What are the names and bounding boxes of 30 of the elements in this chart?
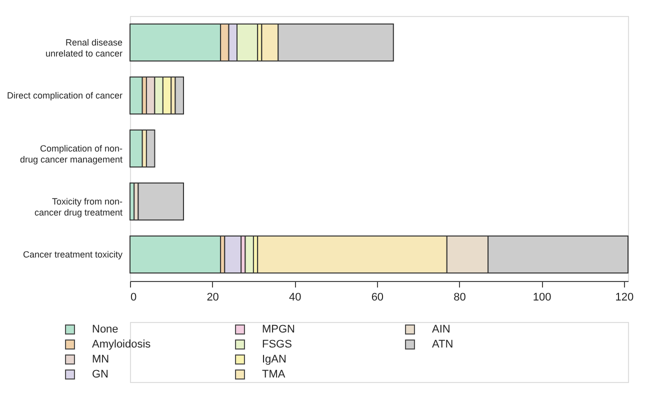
- x-tick-label: 60: [371, 292, 384, 304]
- legend-label: AIN: [432, 324, 450, 336]
- legend-label: MN: [92, 354, 110, 366]
- y-tick-label: Complication of non-drug cancer management: [20, 144, 123, 164]
- x-tick-label: 120: [615, 292, 634, 304]
- y-tick-label: Renal disease unrelated to cancer: [45, 38, 122, 58]
- bar: [224, 235, 242, 274]
- bar: [138, 182, 184, 221]
- x-tick-label: 80: [454, 292, 466, 304]
- y-tick-label: Toxicity from non-cancer drug treatment: [34, 196, 123, 218]
- x-tick-label: 20: [206, 292, 219, 304]
- x-tick-label: 100: [532, 292, 552, 304]
- bar: [146, 129, 156, 168]
- legend-label: GN: [92, 368, 109, 380]
- bar: [244, 235, 254, 274]
- x-tick-label: 40: [289, 292, 302, 304]
- y-tick-label: Cancer treatment toxicity: [22, 250, 123, 260]
- bar: [174, 76, 184, 115]
- legend-label: FSGS: [262, 338, 292, 350]
- legend-label: None: [92, 324, 118, 336]
- y-tick-label: Direct complication of cancer: [6, 90, 122, 100]
- legend-label: MPGN: [262, 324, 296, 336]
- bar: [130, 129, 143, 168]
- legend-label: Amyloidosis: [92, 338, 152, 350]
- legend-label: IgAN: [262, 354, 287, 366]
- legend-label: ATN: [432, 338, 454, 350]
- legend-label: TMA: [262, 368, 286, 380]
- x-tick-label: 0: [130, 292, 137, 304]
- bar: [130, 235, 222, 274]
- bar: [130, 76, 143, 115]
